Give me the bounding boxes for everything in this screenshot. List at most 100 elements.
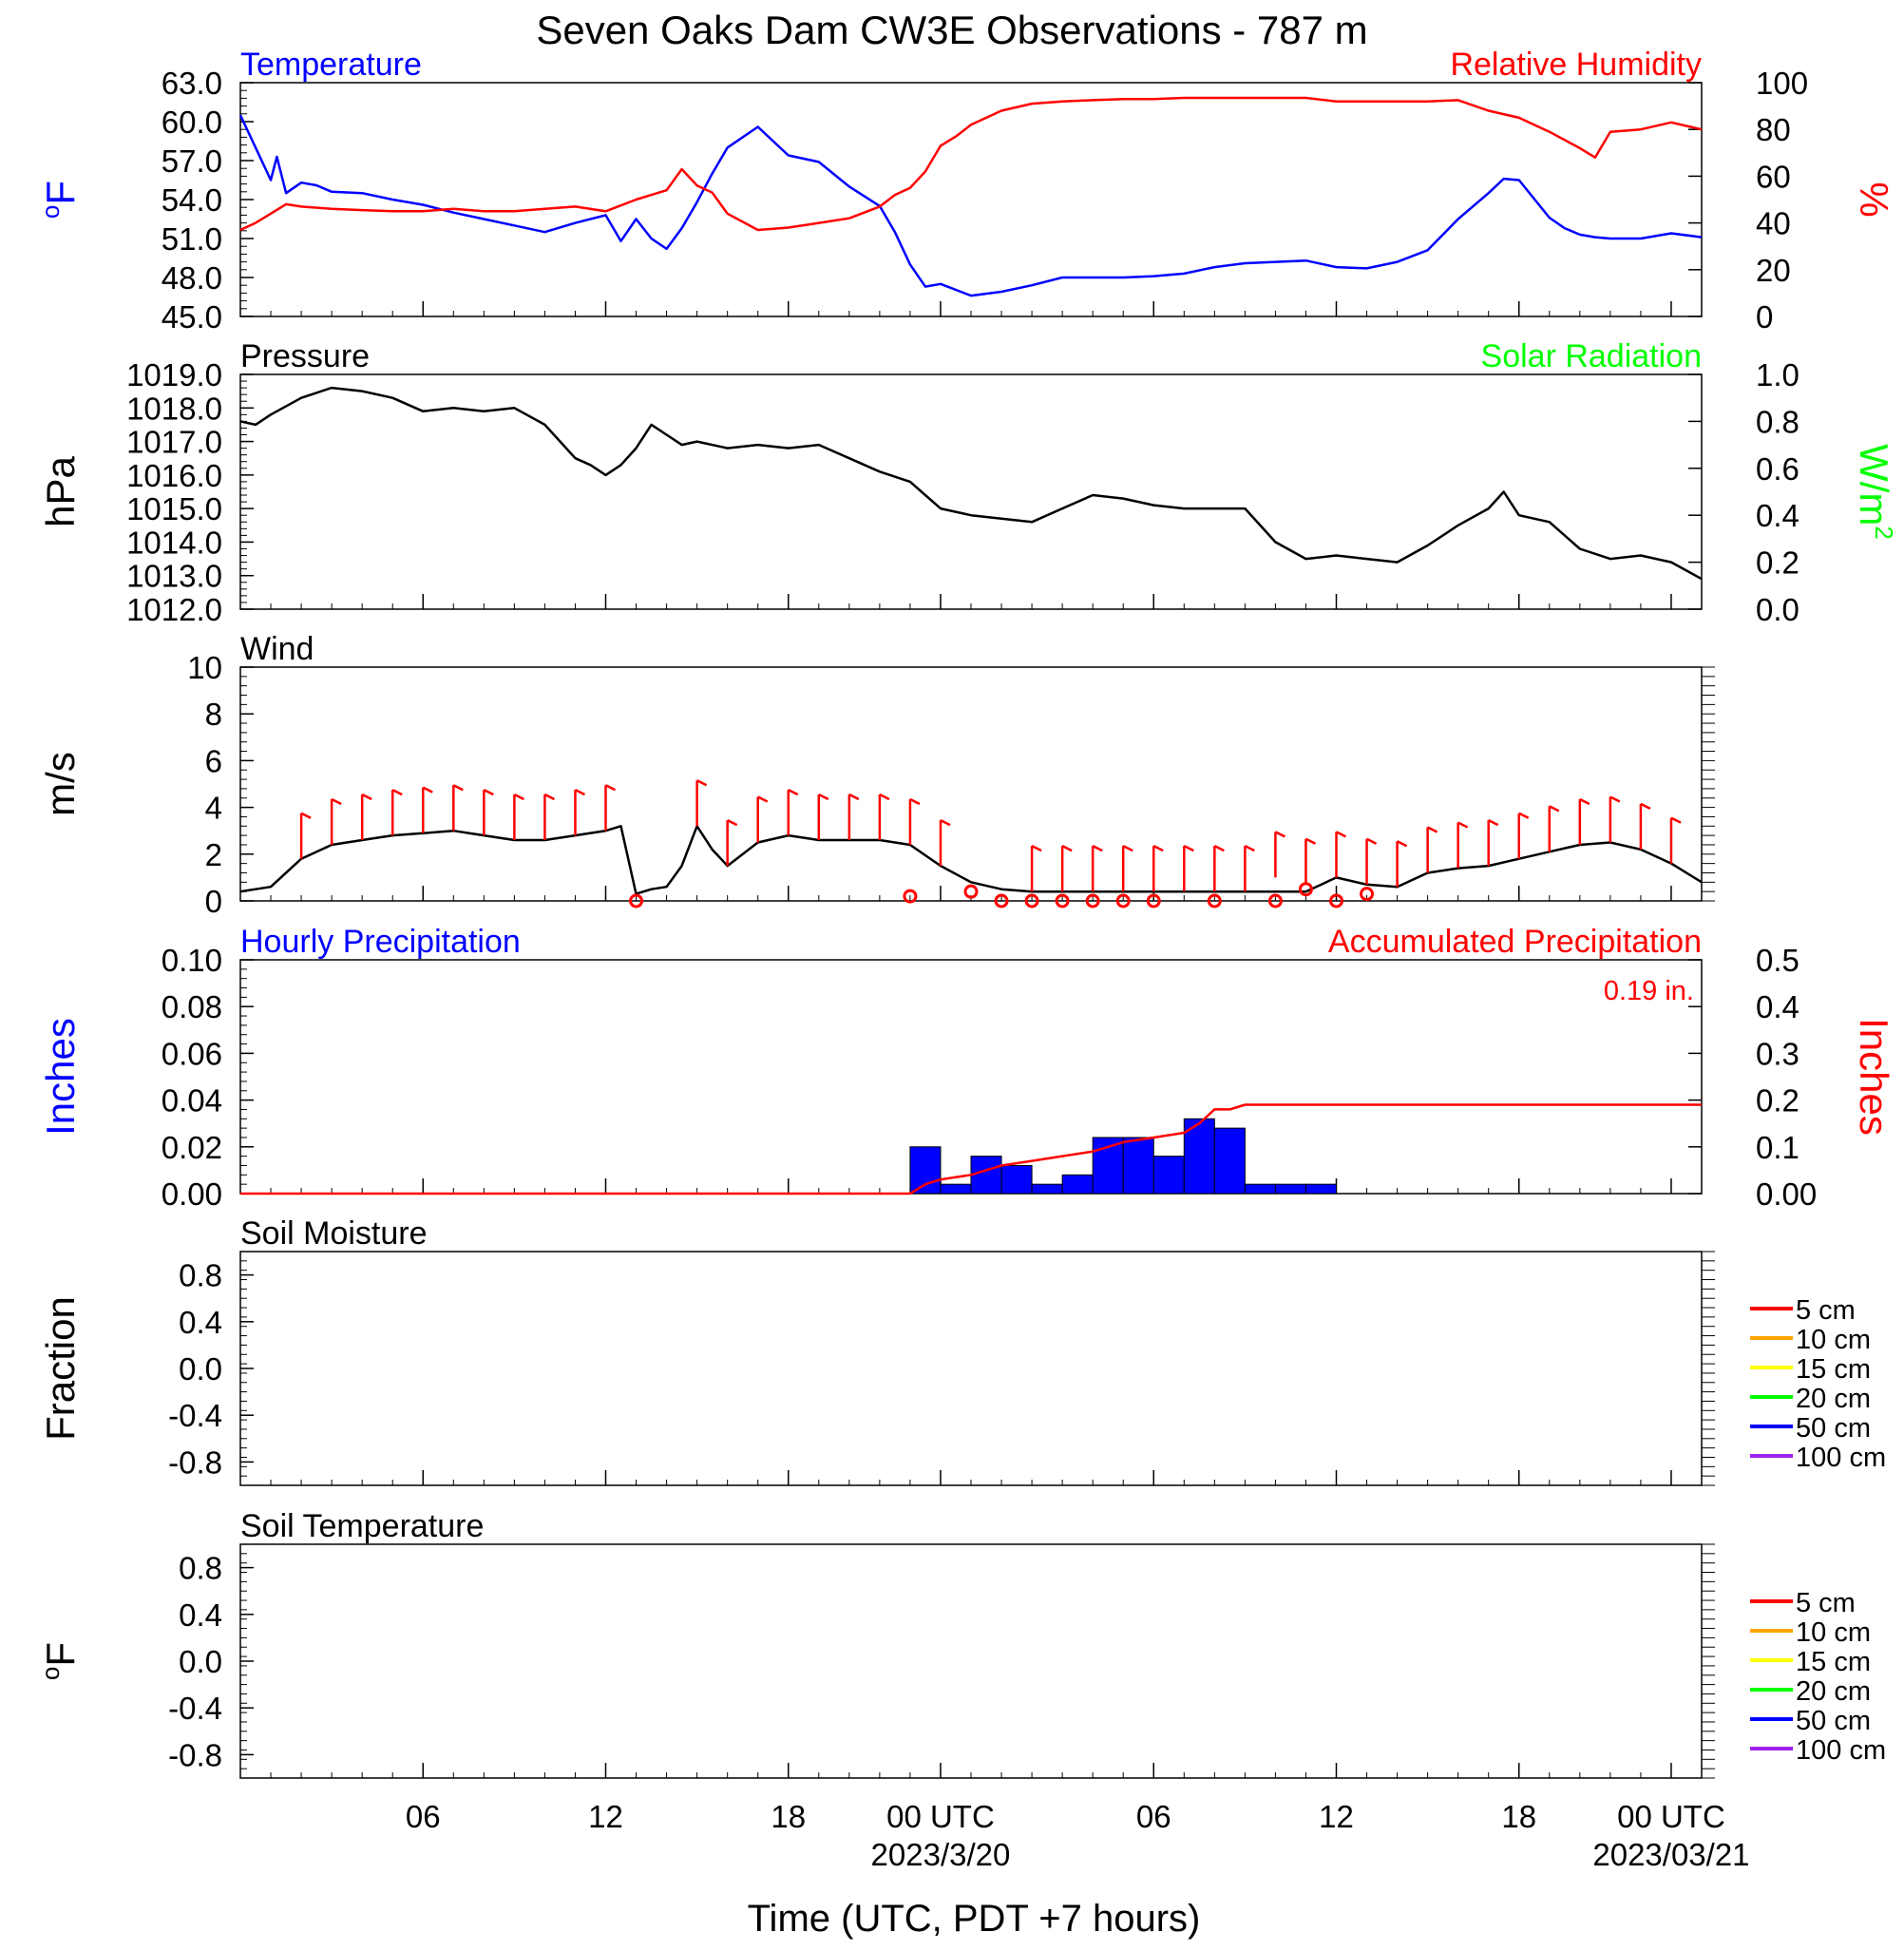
precip-bar xyxy=(1183,1118,1215,1195)
wind-barb xyxy=(1335,831,1347,878)
left-tick-label: 1012.0 xyxy=(126,592,222,627)
right-tick-label: 1.0 xyxy=(1756,357,1799,392)
panel-4: 0.00 0.02 0.04 0.06 0.08 0.10 0.00 0.1 0.2 0.3 0.4… xyxy=(38,924,1896,1212)
wind-barb xyxy=(1457,821,1469,869)
wind-barb xyxy=(360,793,372,841)
legend-label: 10 cm xyxy=(1796,1325,1871,1355)
calm-wind-marker xyxy=(963,884,979,899)
wind-barb xyxy=(483,789,494,836)
precip-bar xyxy=(1304,1183,1338,1195)
y-axis-label-left: oF xyxy=(36,181,83,219)
left-tick-label: 0.10 xyxy=(162,943,222,978)
legend-label: 20 cm xyxy=(1796,1676,1871,1707)
calm-wind-marker xyxy=(1298,882,1313,897)
legend-label: 15 cm xyxy=(1796,1354,1871,1385)
left-tick-label: 63.0 xyxy=(162,66,222,101)
wind-barb xyxy=(939,818,951,867)
wind-barb xyxy=(787,789,799,836)
left-tick-label: 0.4 xyxy=(179,1597,222,1633)
left-tick-label: 60.0 xyxy=(162,105,222,140)
left-tick-label: 1014.0 xyxy=(126,525,222,560)
x-tick-label: 06 xyxy=(1136,1799,1171,1834)
right-tick-label: 40 xyxy=(1756,206,1791,241)
left-tick-label: 0.00 xyxy=(162,1176,222,1212)
wind-barb xyxy=(1487,818,1499,867)
calm-wind-marker xyxy=(1024,893,1039,909)
series-line-1 xyxy=(239,386,1703,581)
x-tick-label: 00 UTC xyxy=(1617,1799,1725,1834)
left-tick-label: 1017.0 xyxy=(126,425,222,460)
wind-barb xyxy=(452,784,464,832)
wind-barb xyxy=(1304,837,1317,885)
x-tick-label: 06 xyxy=(406,1799,441,1834)
precip-bar xyxy=(1244,1183,1276,1195)
left-tick-label: 1018.0 xyxy=(126,391,222,426)
calm-wind-marker xyxy=(629,893,644,909)
right-tick-label: 0.2 xyxy=(1756,1083,1799,1119)
wind-barb xyxy=(1639,802,1651,850)
right-tick-label: 100 xyxy=(1756,66,1808,101)
right-tick-label: 0.4 xyxy=(1756,498,1799,533)
wind-barb xyxy=(1030,845,1042,892)
left-tick-label: 0.04 xyxy=(162,1083,222,1119)
wind-barb xyxy=(330,797,342,845)
precip-bar xyxy=(1031,1183,1063,1195)
panel-2: 1012.01013.01014.01015.01016.01017.01018… xyxy=(38,338,1898,627)
wind-barb xyxy=(1244,845,1255,892)
x-tick-label: 18 xyxy=(1501,1799,1536,1834)
precip-bar xyxy=(940,1183,972,1195)
left-tick-label: 6 xyxy=(205,743,222,778)
wind-barb xyxy=(1152,845,1164,892)
series-line-2 xyxy=(239,96,1703,232)
wind-barb xyxy=(543,793,555,841)
x-tick-label: 12 xyxy=(1319,1799,1354,1834)
panel-5: -0.8 -0.4 0.0 0.4 0.8 Soil Moisture Fraction 5 … xyxy=(38,1215,1886,1486)
left-tick-label: 0.8 xyxy=(179,1551,222,1586)
left-tick-label: 0 xyxy=(205,884,222,919)
series-line-1 xyxy=(239,825,1703,895)
wind-barb xyxy=(726,818,738,867)
wind-barb xyxy=(604,784,617,832)
left-tick-label: 0.0 xyxy=(179,1644,222,1679)
wind-barb xyxy=(1060,845,1073,892)
left-tick-label: 1013.0 xyxy=(126,559,222,594)
left-tick-label: -0.4 xyxy=(168,1398,222,1433)
calm-wind-marker xyxy=(1115,893,1131,909)
legend-label: 5 cm xyxy=(1796,1295,1856,1326)
wind-barb xyxy=(908,797,921,845)
series-line-1 xyxy=(238,114,1703,297)
left-tick-label: 1016.0 xyxy=(126,458,222,493)
series-line-1 xyxy=(240,1103,1702,1195)
legend-label: 50 cm xyxy=(1796,1413,1871,1444)
wind-barb xyxy=(1517,812,1530,859)
left-tick-label: 0.8 xyxy=(179,1258,222,1293)
legend-label: 100 cm xyxy=(1796,1735,1886,1766)
wind-barb xyxy=(695,779,708,827)
left-tick-label: 0.08 xyxy=(162,989,222,1024)
x-tick-date: 2023/3/20 xyxy=(871,1837,1011,1872)
wind-barb xyxy=(574,789,586,836)
wind-barb xyxy=(847,793,860,841)
y-axis-label-left: oF xyxy=(36,1642,83,1680)
left-tick-label: 1019.0 xyxy=(126,357,222,392)
wind-barb xyxy=(422,786,433,833)
right-tick-label: 0.2 xyxy=(1756,545,1799,581)
panel-left-title: Soil Moisture xyxy=(240,1215,428,1252)
right-tick-label: 0.0 xyxy=(1756,592,1799,627)
right-tick-label: 0.00 xyxy=(1756,1176,1817,1212)
left-tick-label: -0.8 xyxy=(168,1737,222,1772)
calm-wind-marker xyxy=(903,889,918,904)
calm-wind-marker xyxy=(1146,893,1161,909)
right-tick-label: 80 xyxy=(1756,112,1791,147)
left-tick-label: 0.02 xyxy=(162,1130,222,1165)
precip-bar xyxy=(1152,1156,1185,1195)
y-axis-label-right: W/m2 xyxy=(1852,444,1898,540)
wind-barb xyxy=(878,793,890,841)
right-tick-label: 20 xyxy=(1756,253,1791,288)
wind-barb xyxy=(1669,816,1682,864)
wind-barb xyxy=(1091,845,1103,892)
wind-barb xyxy=(299,812,312,859)
